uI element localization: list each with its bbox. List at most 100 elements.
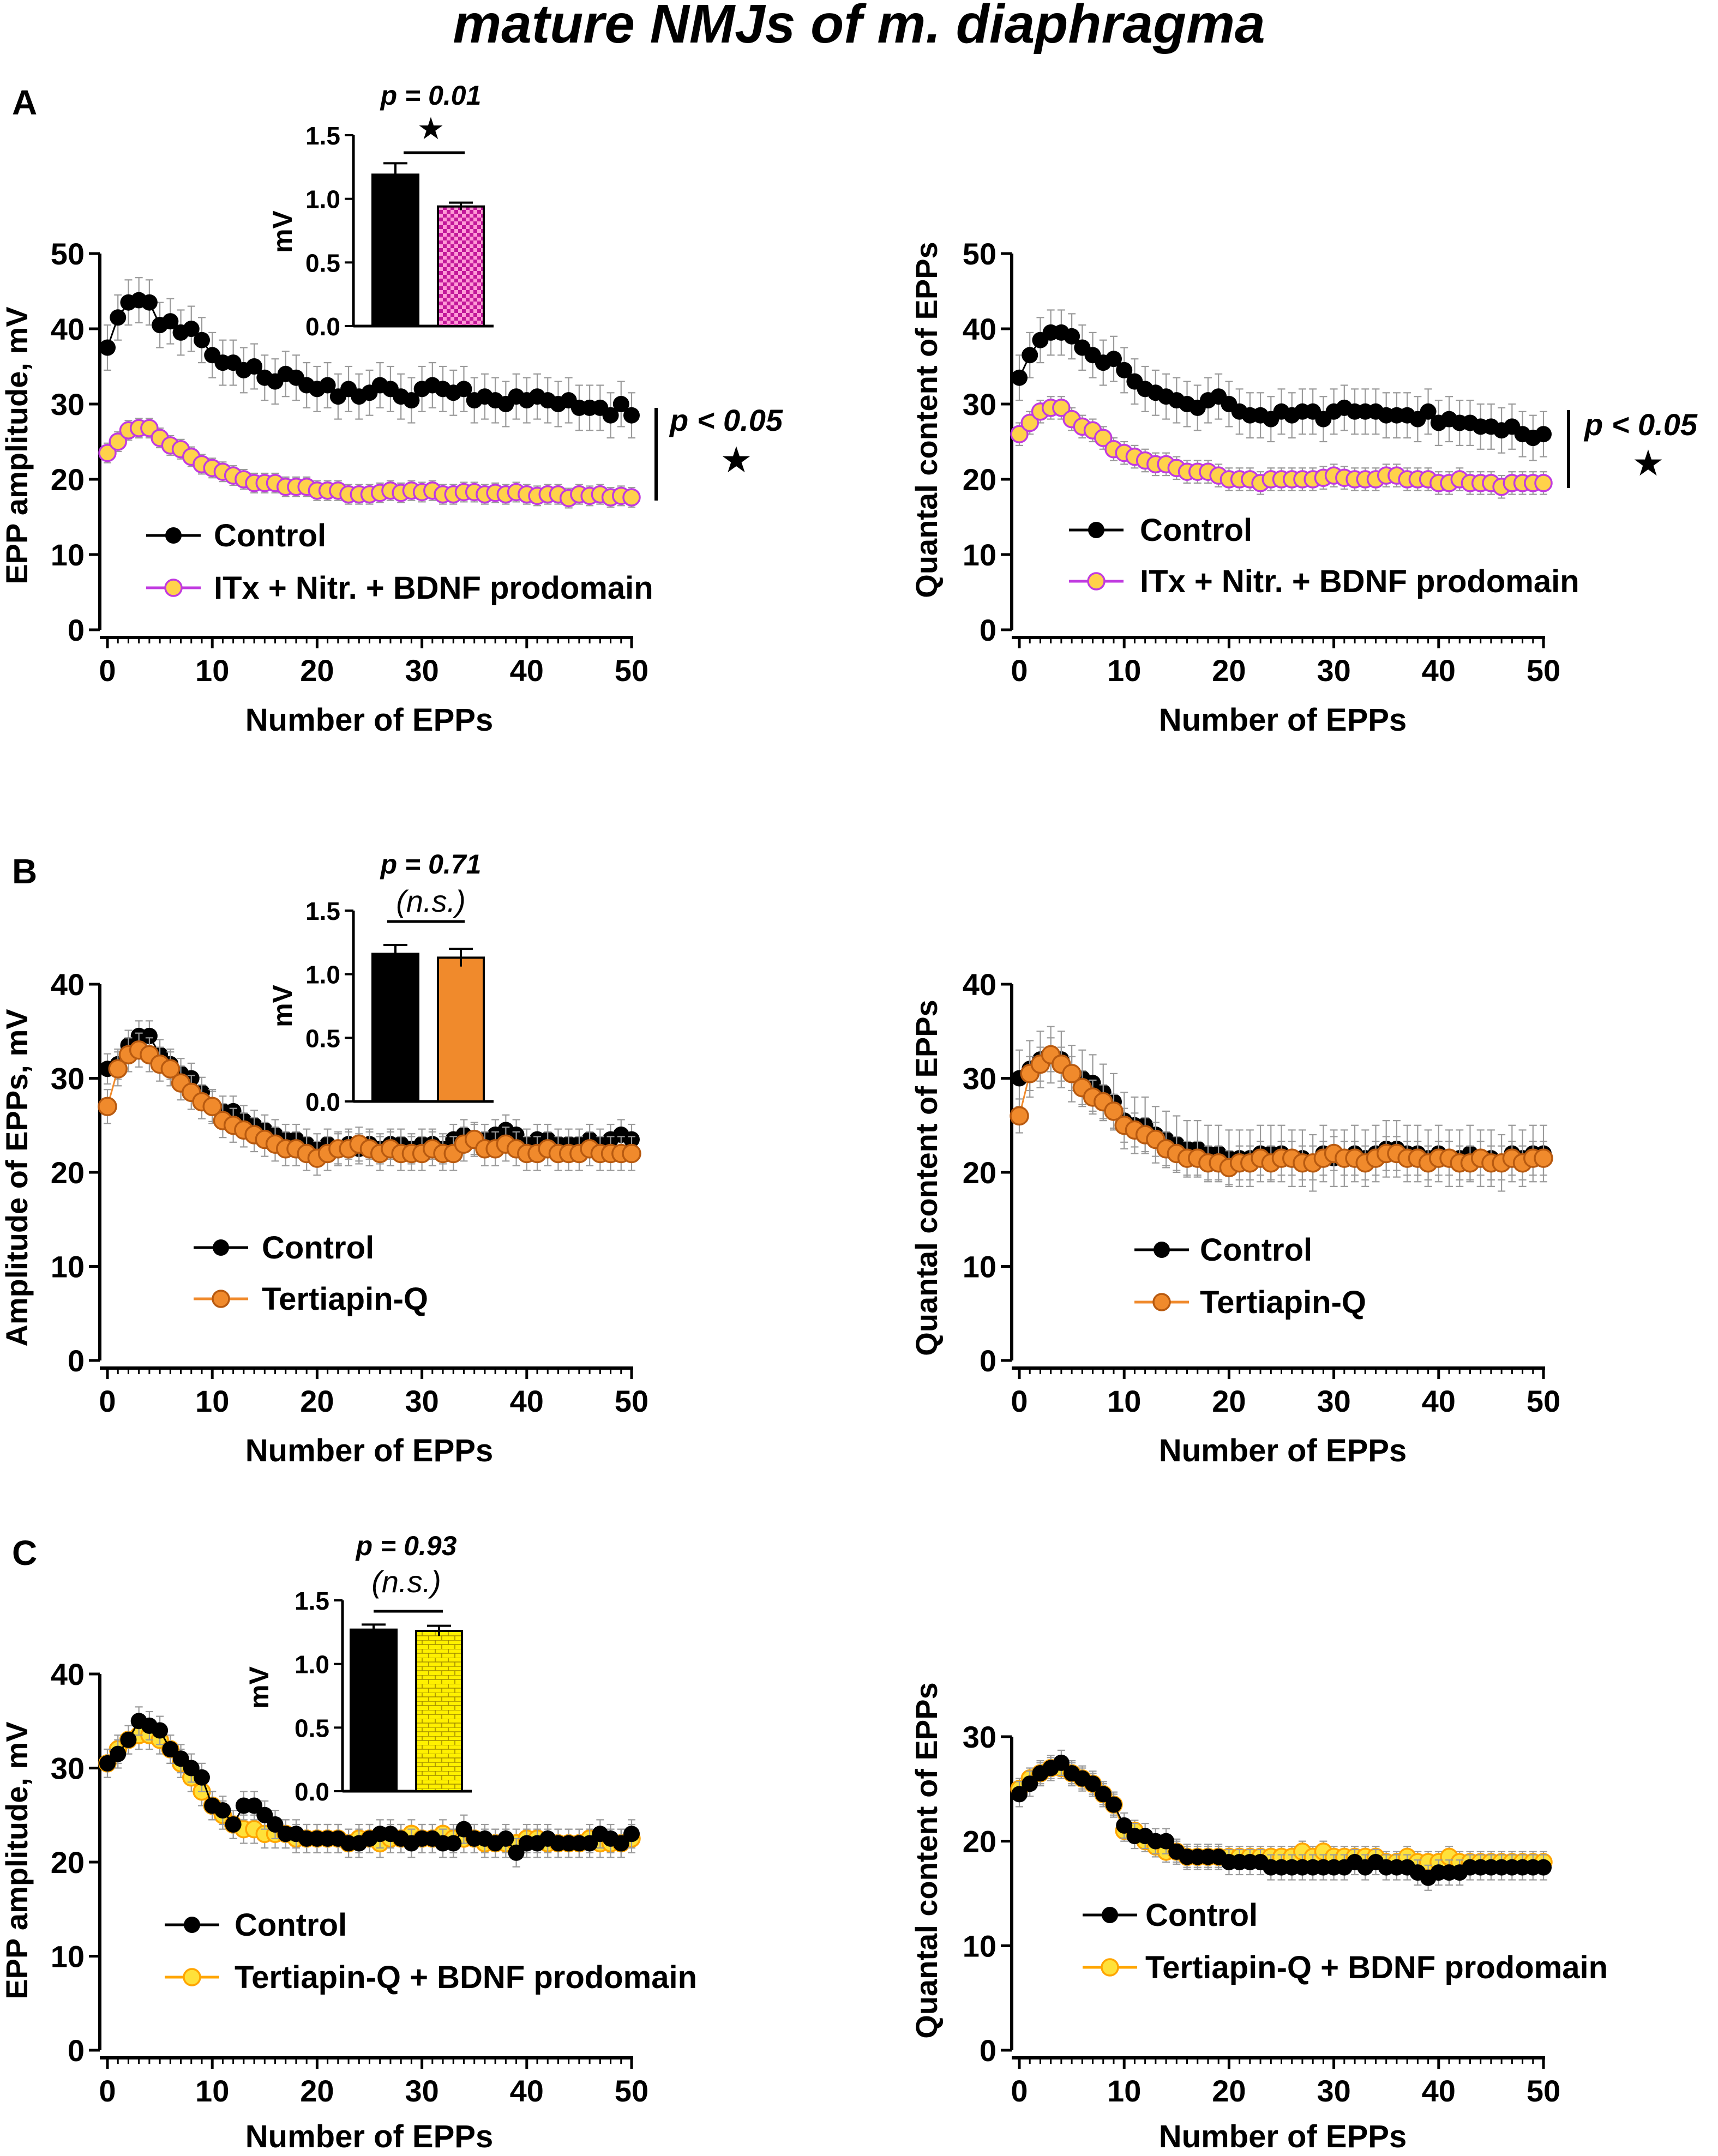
x-tick-label: 50 (1527, 653, 1560, 688)
inset-y-tick-label: 1.5 (295, 1587, 329, 1615)
panel-label: B (12, 852, 37, 891)
x-tick-label: 0 (99, 1384, 116, 1418)
data-point (246, 358, 263, 375)
axes: 0 10 20 30 40 50 0 10 20 30 40 (963, 967, 1560, 1418)
data-point (141, 1027, 158, 1044)
y-axis-label: Quantal content of EPPs (909, 1682, 944, 2038)
legend-marker-control (165, 527, 182, 544)
data-point (193, 1769, 210, 1786)
y-tick-label: 20 (51, 1155, 85, 1190)
data-point (612, 1835, 629, 1852)
legend-label-control: Control (1145, 1898, 1258, 1933)
data-point (455, 1821, 472, 1838)
series-tertiapin (1010, 1037, 1553, 1185)
inset-y-tick-label: 0.0 (305, 1088, 340, 1116)
inset-p-label: p = 0.01 (380, 80, 482, 111)
data-point (110, 309, 127, 326)
data-point (1116, 1817, 1133, 1834)
x-tick-label: 0 (1011, 1384, 1028, 1418)
legend-marker-control (1102, 1907, 1118, 1923)
y-tick-label: 0 (68, 1344, 85, 1378)
inset-y-tick-label: 0.0 (305, 312, 340, 341)
x-tick-label: 10 (1107, 2074, 1141, 2108)
data-point (1535, 1859, 1552, 1876)
inset-bar-chart: mV p = 0.01 ★ 0.0 0.5 1.0 1.5 (267, 80, 494, 341)
y-tick-label: 10 (963, 538, 996, 572)
inset-bar-chart: mV p = 0.71 (n.s.) 0.0 0.5 1.0 1.5 (267, 849, 494, 1116)
data-point (1011, 1786, 1028, 1803)
data-point (1053, 1754, 1070, 1771)
data-point (1084, 1775, 1101, 1792)
significance-p-label: p < 0.05 (1583, 407, 1698, 442)
legend-label-treatment: Tertiapin-Q + BDNF prodomain (235, 1960, 697, 1995)
legend-marker-treatment (183, 1968, 201, 1986)
series-itx (98, 418, 641, 509)
y-tick-label: 20 (963, 1155, 996, 1190)
legend-control: Control (194, 1230, 374, 1266)
data-point (1104, 1101, 1124, 1121)
x-tick-label: 10 (195, 653, 229, 688)
y-tick-label: 10 (963, 1929, 996, 1963)
x-axis-label: Number of EPPs (245, 1433, 493, 1468)
x-tick-label: 30 (405, 2074, 438, 2108)
legend-label-control: Control (1140, 513, 1252, 548)
data-point (225, 1816, 242, 1833)
y-tick-label: 10 (51, 538, 85, 572)
inset-y-tick-label: 0.5 (305, 1024, 340, 1052)
x-tick-label: 40 (510, 653, 544, 688)
y-tick-label: 30 (963, 1062, 996, 1096)
x-tick-label: 20 (300, 2074, 334, 2108)
y-tick-label: 20 (51, 462, 85, 497)
inset-y-tick-label: 1.0 (295, 1651, 329, 1679)
y-tick-label: 30 (51, 1062, 85, 1096)
data-point (1022, 1775, 1038, 1792)
x-tick-label: 30 (1317, 1384, 1350, 1418)
data-point (455, 381, 472, 398)
data-point (1105, 1796, 1122, 1813)
legend-marker-control (1088, 522, 1104, 538)
legend-marker-treatment (164, 579, 183, 597)
significance-star: ★ (720, 439, 752, 480)
data-point (1064, 328, 1080, 345)
data-point (1052, 399, 1071, 417)
series-control (1011, 309, 1552, 461)
x-tick-label: 20 (1212, 1384, 1246, 1418)
legend-treatment: Tertiapin-Q + BDNF prodomain (165, 1960, 697, 1995)
panel-a-quantal-content: Quantal content of EPPs Number of EPPs C… (909, 237, 1698, 738)
panel-a-epp-amplitude: A EPP amplitude, mV Number of EPPs Contr… (0, 80, 783, 738)
data-point (162, 313, 179, 330)
y-tick-label: 20 (963, 462, 996, 497)
legend-marker-treatment (212, 1290, 230, 1308)
x-tick-label: 0 (99, 653, 116, 688)
axes: 0 10 20 30 40 50 0 10 20 30 40 50 (51, 237, 648, 688)
legend-control: Control (1069, 513, 1252, 548)
data-point (1534, 474, 1553, 492)
data-point (160, 1059, 181, 1079)
data-point (1116, 362, 1133, 378)
x-axis-label: Number of EPPs (1159, 702, 1407, 738)
x-tick-label: 50 (1527, 1384, 1560, 1418)
data-point (109, 432, 127, 451)
data-point (403, 392, 420, 409)
data-point (1420, 403, 1437, 420)
data-point (152, 1722, 169, 1739)
inset-y-label: mV (267, 210, 298, 252)
x-tick-label: 20 (300, 653, 334, 688)
y-axis-label: Amplitude of EPPs, mV (0, 1009, 34, 1346)
y-axis-label: Quantal content of EPPs (909, 999, 944, 1356)
data-point (1010, 1106, 1029, 1126)
y-tick-label: 40 (51, 1657, 85, 1691)
data-point (319, 377, 336, 394)
legend-treatment: Tertiapin-Q (194, 1281, 428, 1317)
x-tick-label: 40 (510, 1384, 544, 1418)
data-point (120, 1731, 137, 1748)
data-point (623, 407, 640, 424)
y-tick-label: 30 (51, 1751, 85, 1786)
data-point (193, 332, 210, 348)
inset-p-label: p = 0.71 (380, 849, 482, 880)
y-axis-label: EPP amplitude, mV (0, 306, 34, 584)
x-tick-label: 0 (1011, 653, 1028, 688)
x-tick-label: 40 (1422, 1384, 1456, 1418)
data-point (508, 1844, 525, 1861)
